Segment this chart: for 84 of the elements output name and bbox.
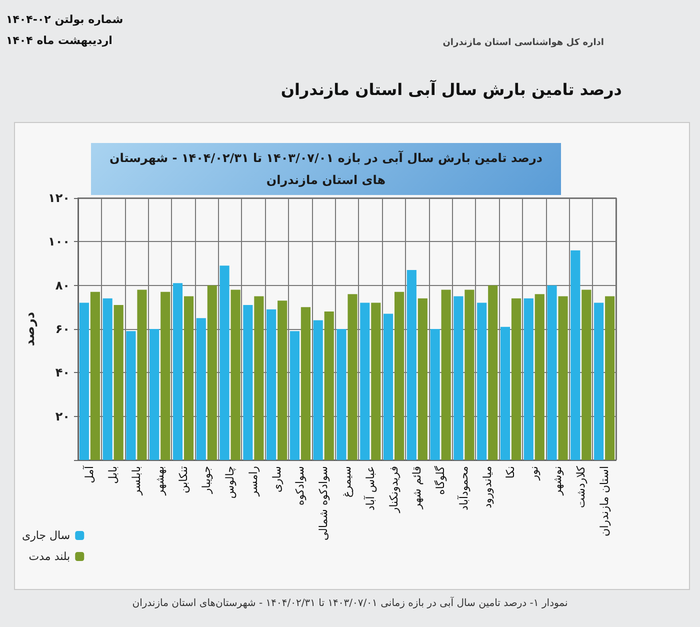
x-tick-label: فریدونکنار bbox=[387, 466, 400, 514]
bar bbox=[126, 331, 136, 460]
x-tick-label: بابلسر bbox=[130, 466, 143, 496]
text: اردیبهشت ماه ۱۴۰۴ bbox=[6, 34, 112, 47]
y-tick-label: ۸۰ bbox=[55, 278, 70, 292]
bar bbox=[558, 296, 568, 460]
bar bbox=[524, 298, 534, 460]
bar bbox=[150, 329, 160, 460]
bar bbox=[500, 326, 510, 460]
x-tick-label: تنکابن bbox=[176, 466, 190, 494]
bar bbox=[477, 302, 487, 460]
bar bbox=[418, 298, 428, 460]
y-axis-title: درصد bbox=[23, 312, 38, 346]
bar bbox=[360, 302, 370, 460]
bar bbox=[278, 300, 288, 460]
bar bbox=[313, 320, 323, 460]
y-tick-label: ۴۰ bbox=[55, 366, 70, 380]
bar bbox=[534, 294, 544, 460]
bar bbox=[441, 290, 451, 460]
bar bbox=[324, 312, 334, 460]
bar bbox=[230, 290, 240, 460]
bar bbox=[570, 250, 580, 460]
bar bbox=[172, 283, 183, 460]
x-tick-label: آمل bbox=[82, 465, 96, 484]
x-tick-label: سوادکوه bbox=[294, 466, 307, 506]
bar bbox=[102, 298, 112, 460]
bar bbox=[243, 304, 253, 460]
bar bbox=[371, 302, 381, 460]
bar bbox=[348, 294, 358, 460]
bar bbox=[454, 296, 464, 460]
text: نمودار ۱- درصد تامین سال آبی در بازه زمانی ۱۴۰۳/۰۷/۰۱ تا ۱۴۰۴/۰۲/۳۱ - شهرستان‌های استان مازندران bbox=[131, 598, 569, 609]
x-tick-label: چالوس bbox=[224, 466, 237, 499]
bar bbox=[160, 292, 170, 460]
bar bbox=[207, 285, 217, 460]
x-tick-label: ساری bbox=[270, 466, 284, 492]
x-tick-label: بهشهر bbox=[153, 466, 166, 496]
bar bbox=[184, 296, 194, 460]
x-tick-label: قائم شهر bbox=[410, 466, 424, 510]
x-tick-label: کلاردشت bbox=[574, 465, 588, 508]
bar bbox=[547, 285, 557, 460]
bar bbox=[137, 290, 147, 460]
bar bbox=[594, 302, 604, 460]
bar bbox=[406, 270, 416, 460]
y-tick-label: ۱۰۰ bbox=[48, 234, 70, 249]
x-tick-label: استان مازندران bbox=[598, 466, 611, 536]
bar bbox=[511, 298, 522, 460]
x-tick-label: گلوگاه bbox=[434, 465, 448, 495]
x-tick-label: میاندورود bbox=[480, 466, 494, 508]
x-tick-label: محمودآباد bbox=[456, 466, 470, 510]
x-tick-label: عباس آباد bbox=[362, 466, 377, 511]
bar bbox=[383, 314, 394, 460]
bar bbox=[394, 292, 404, 460]
bar bbox=[254, 296, 264, 460]
bar bbox=[300, 307, 311, 460]
x-tick-label: سیمرغ bbox=[340, 466, 354, 498]
x-tick-label: جویبار bbox=[200, 466, 214, 495]
bar bbox=[430, 329, 440, 460]
bar bbox=[605, 296, 615, 460]
chart-subtitle: درصد تامین بارش سال آبی در بازه ۱۴۰۳/۰۷/۰۱ تا ۱۴۰۴/۰۲/۳۱ - شهرستان های استان مازندران bbox=[91, 143, 561, 195]
legend-label: سال جاری bbox=[22, 529, 70, 542]
x-tick-label: نکا bbox=[504, 466, 518, 478]
bar bbox=[336, 329, 346, 460]
bar bbox=[79, 302, 89, 460]
chart-title: درصد تامین بارش سال آبی استان مازندران bbox=[280, 80, 622, 99]
bar bbox=[488, 285, 498, 460]
x-tick-label: نوشهر bbox=[551, 466, 564, 496]
bar bbox=[114, 304, 124, 460]
y-tick-label: ۶۰ bbox=[55, 322, 70, 336]
x-tick-label: بابل bbox=[106, 466, 120, 484]
x-tick-label: نور bbox=[528, 466, 541, 482]
bar bbox=[196, 318, 206, 460]
y-tick-label: ۱۲۰ bbox=[48, 191, 70, 205]
x-tick-label: سوادکوه شمالی bbox=[317, 466, 330, 540]
x-tick-label: رامسر bbox=[246, 466, 260, 498]
text: اداره کل هواشناسی استان مازندران bbox=[442, 38, 604, 48]
bar bbox=[90, 292, 100, 460]
bar bbox=[290, 331, 300, 460]
bar bbox=[464, 290, 474, 460]
y-tick-label: ۲۰ bbox=[55, 409, 70, 424]
bar bbox=[582, 290, 592, 460]
legend-label: بلند مدت bbox=[28, 550, 70, 563]
bar bbox=[220, 266, 230, 460]
text: شماره بولتن ۰۲-۱۴۰۴ bbox=[6, 13, 124, 26]
bar bbox=[266, 309, 276, 460]
